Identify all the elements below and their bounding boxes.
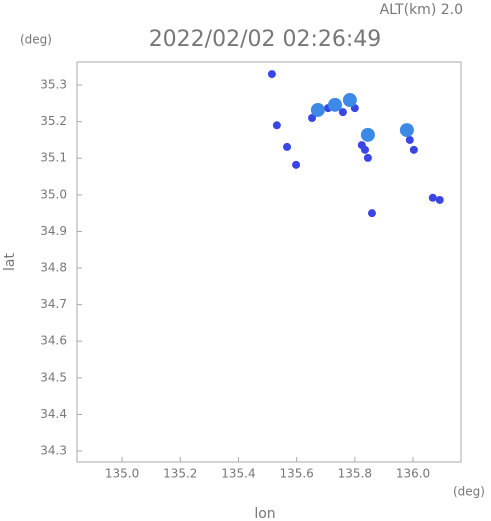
echo-point <box>363 153 372 162</box>
echo-point <box>405 135 414 144</box>
echo-point <box>292 160 301 169</box>
y-tick-label: 34.7 <box>40 297 67 311</box>
echo-point <box>283 142 292 151</box>
y-unit: (deg) <box>20 33 52 47</box>
echo-point <box>272 121 281 130</box>
echo-point <box>338 108 347 117</box>
chart-title: 2022/02/02 02:26:49 <box>149 27 382 52</box>
x-tick-label: 135.6 <box>279 467 313 481</box>
echo-point <box>409 145 418 154</box>
x-tick-label: 135.4 <box>221 467 255 481</box>
echo-point <box>310 102 325 117</box>
echo-point <box>328 97 343 112</box>
y-axis-label: lat <box>2 253 18 271</box>
x-axis-label: lon <box>254 506 275 521</box>
x-tick-label: 135.2 <box>163 467 197 481</box>
echo-point <box>399 123 414 138</box>
echo-point <box>267 70 276 79</box>
echo-point <box>357 141 366 150</box>
echo-point <box>308 113 317 122</box>
y-tick-label: 35.2 <box>40 114 67 128</box>
echo-point <box>342 93 357 108</box>
x-tick-label: 135.0 <box>105 467 139 481</box>
x-tick-label: 136.0 <box>396 467 430 481</box>
echo-point <box>435 195 444 204</box>
echo-point <box>367 209 376 218</box>
y-tick-label: 34.4 <box>40 407 67 421</box>
y-tick-label: 34.8 <box>40 261 67 275</box>
echo-point <box>360 127 375 142</box>
x-unit: (deg) <box>453 485 485 499</box>
altitude-label: ALT(km) 2.0 <box>380 2 463 18</box>
y-tick-label: 35.0 <box>40 187 67 201</box>
y-tick-label: 34.6 <box>40 334 67 348</box>
echo-point <box>428 193 437 202</box>
y-tick-label: 34.9 <box>40 224 67 238</box>
y-tick-label: 34.5 <box>40 370 67 384</box>
x-tick-label: 135.8 <box>338 467 372 481</box>
y-tick-label: 34.3 <box>40 444 67 458</box>
y-tick-label: 35.1 <box>40 151 67 165</box>
y-tick-label: 35.3 <box>40 78 67 92</box>
plot-frame <box>76 61 462 463</box>
